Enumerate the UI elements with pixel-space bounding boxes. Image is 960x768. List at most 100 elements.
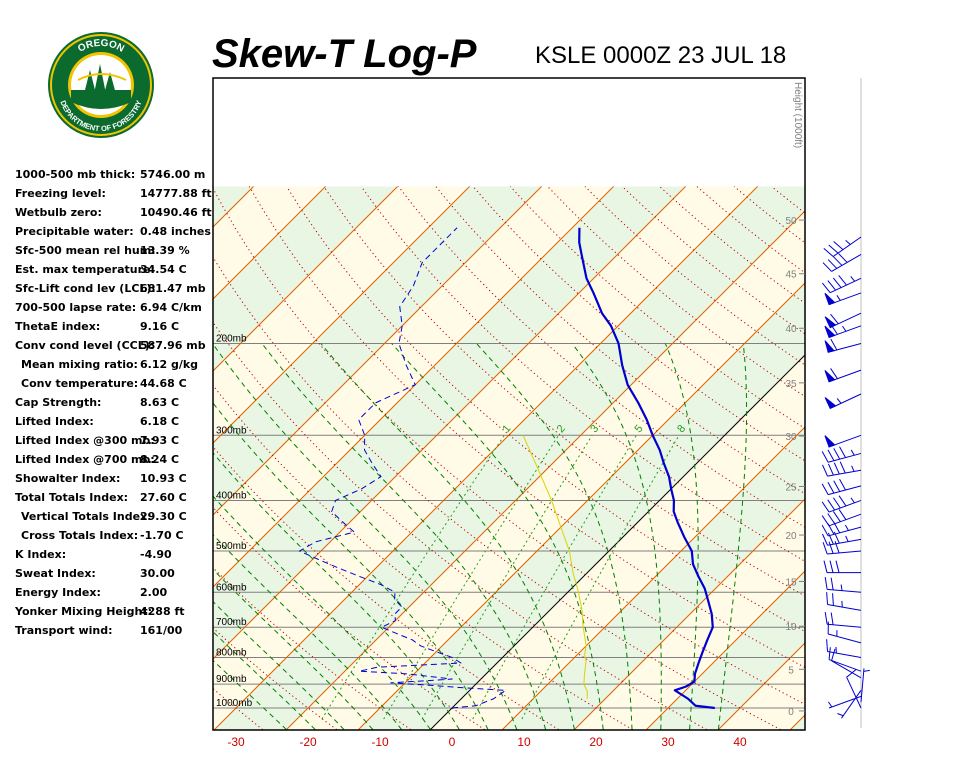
wind-barb-flag [830,612,834,625]
wind-barb [821,509,862,527]
wind-barb-flag [839,461,846,474]
temperature-band [790,715,805,730]
temperature-profile [578,227,715,710]
wind-barb [837,690,862,719]
height-tick-label: 45 [785,270,797,281]
index-value: 6.94 C/km [140,301,202,314]
index-row: Yonker Mixing Height: 4288 ft [15,605,215,624]
moist-adiabat [213,533,403,730]
index-label: Sweat Index: [15,567,96,580]
index-value: -4.90 [140,548,172,561]
dry-adiabat [435,186,805,495]
height-tick-label: 5 [788,665,794,676]
index-label: Conv temperature: [21,377,139,390]
isotherm-line [502,426,805,730]
moist-adiabat [213,343,518,730]
isotherm-line [862,186,960,729]
index-label: K Index: [15,548,67,561]
moist-adiabat [213,402,489,730]
wind-barb [822,253,862,272]
height-tick-label: 20 [785,531,797,542]
wind-barb-shaft [831,254,862,272]
index-label: Mean mixing ratio: [21,358,138,371]
height-axis-label: Height (1000ft) [792,82,803,148]
wind-barb-flag [827,482,835,494]
isotherm-line [213,186,614,588]
wind-barb [822,461,862,477]
moist-adiabat [391,343,604,730]
dry-adiabat [398,186,805,528]
plot-frame [212,77,806,731]
wind-barb-flag [822,542,828,555]
index-label: 1000-500 mb thick: [15,168,136,181]
height-tick-label: 25 [785,482,797,493]
index-label: Vertical Totals Index: [21,510,152,523]
wind-barb [824,292,862,306]
plot-layer [0,186,960,730]
wind-barb-pennant [824,435,836,448]
wind-barb-flag [838,495,847,507]
wind-barb-flag [831,648,836,661]
wind-barb-flag [824,577,828,590]
wind-barb-shaft [831,660,862,679]
moist-adiabat [213,600,345,730]
moist-adiabat [213,659,287,730]
wind-barb [826,639,862,658]
wind-barb [827,621,862,644]
wind-barb [821,478,862,496]
dewpoint-profile [298,227,507,709]
index-row: Sweat Index: 30.00 [15,567,215,586]
wind-barb-flag [832,593,834,606]
wind-barb-flag [827,280,837,291]
index-value: 8.24 C [140,453,180,466]
index-value: 44.68 C [140,377,187,390]
isobar-label: 1000mb [216,698,253,709]
index-row: Lifted Index @300 mb: 7.93 C [15,434,215,453]
index-label: Transport wind: [15,624,113,637]
index-value: 29.30 C [140,510,187,523]
wind-barb-flag [827,499,836,511]
station-time-label: KSLE 0000Z 23 JUL 18 [535,42,787,69]
isotherm-line [213,186,686,660]
wind-barb-flag [846,669,857,678]
wind-barb-flag [821,501,830,513]
wind-barb-shaft [827,588,862,593]
wind-barb-shaft [828,633,862,644]
isotherm-line [0,186,182,729]
wind-barb-half-flag [827,701,833,708]
x-tick-label: -30 [227,735,245,749]
wind-barb-flag [830,313,839,325]
isotherm-line [790,714,805,730]
wind-barb [824,434,862,448]
wind-barb-flag [826,639,829,652]
isobar-label: 300mb [216,425,247,436]
x-tick-label: 30 [661,735,675,749]
moist-adiabat [571,343,662,730]
index-value: 6.18 C [140,415,180,428]
index-row: Conv cond level (CCL): 587.96 mb [15,339,215,358]
index-label: Total Totals Index: [15,491,129,504]
wind-barb-half-flag [845,524,849,531]
wind-barb-flag [828,541,834,554]
wind-barb-flag [823,560,828,573]
freezing-isotherm [430,354,805,730]
index-value: 2.00 [140,586,168,599]
wind-barb-shaft [827,623,862,628]
index-row: Cross Totals Index: -1.70 C [15,529,215,548]
wind-barb-shaft [827,604,862,611]
wind-barb-flag [833,480,841,492]
x-tick-label: 0 [449,735,456,749]
x-tick-label: 40 [733,735,747,749]
wind-barb-flag [833,462,840,475]
wind-barb-pennant [824,316,837,329]
index-label: ThetaE index: [15,320,101,333]
wind-barb-pennant [824,325,836,339]
isotherm-line [213,186,398,372]
index-label: Precipitable water: [15,225,134,238]
wind-barb-flag [833,241,844,251]
wind-barb-shaft [828,695,862,709]
wind-barb-shaft [828,485,862,496]
wind-barb-flag [832,497,841,509]
wind-barb-shaft [828,499,862,513]
index-row: Lifted Index @700 mb: 8.24 C [15,453,215,472]
